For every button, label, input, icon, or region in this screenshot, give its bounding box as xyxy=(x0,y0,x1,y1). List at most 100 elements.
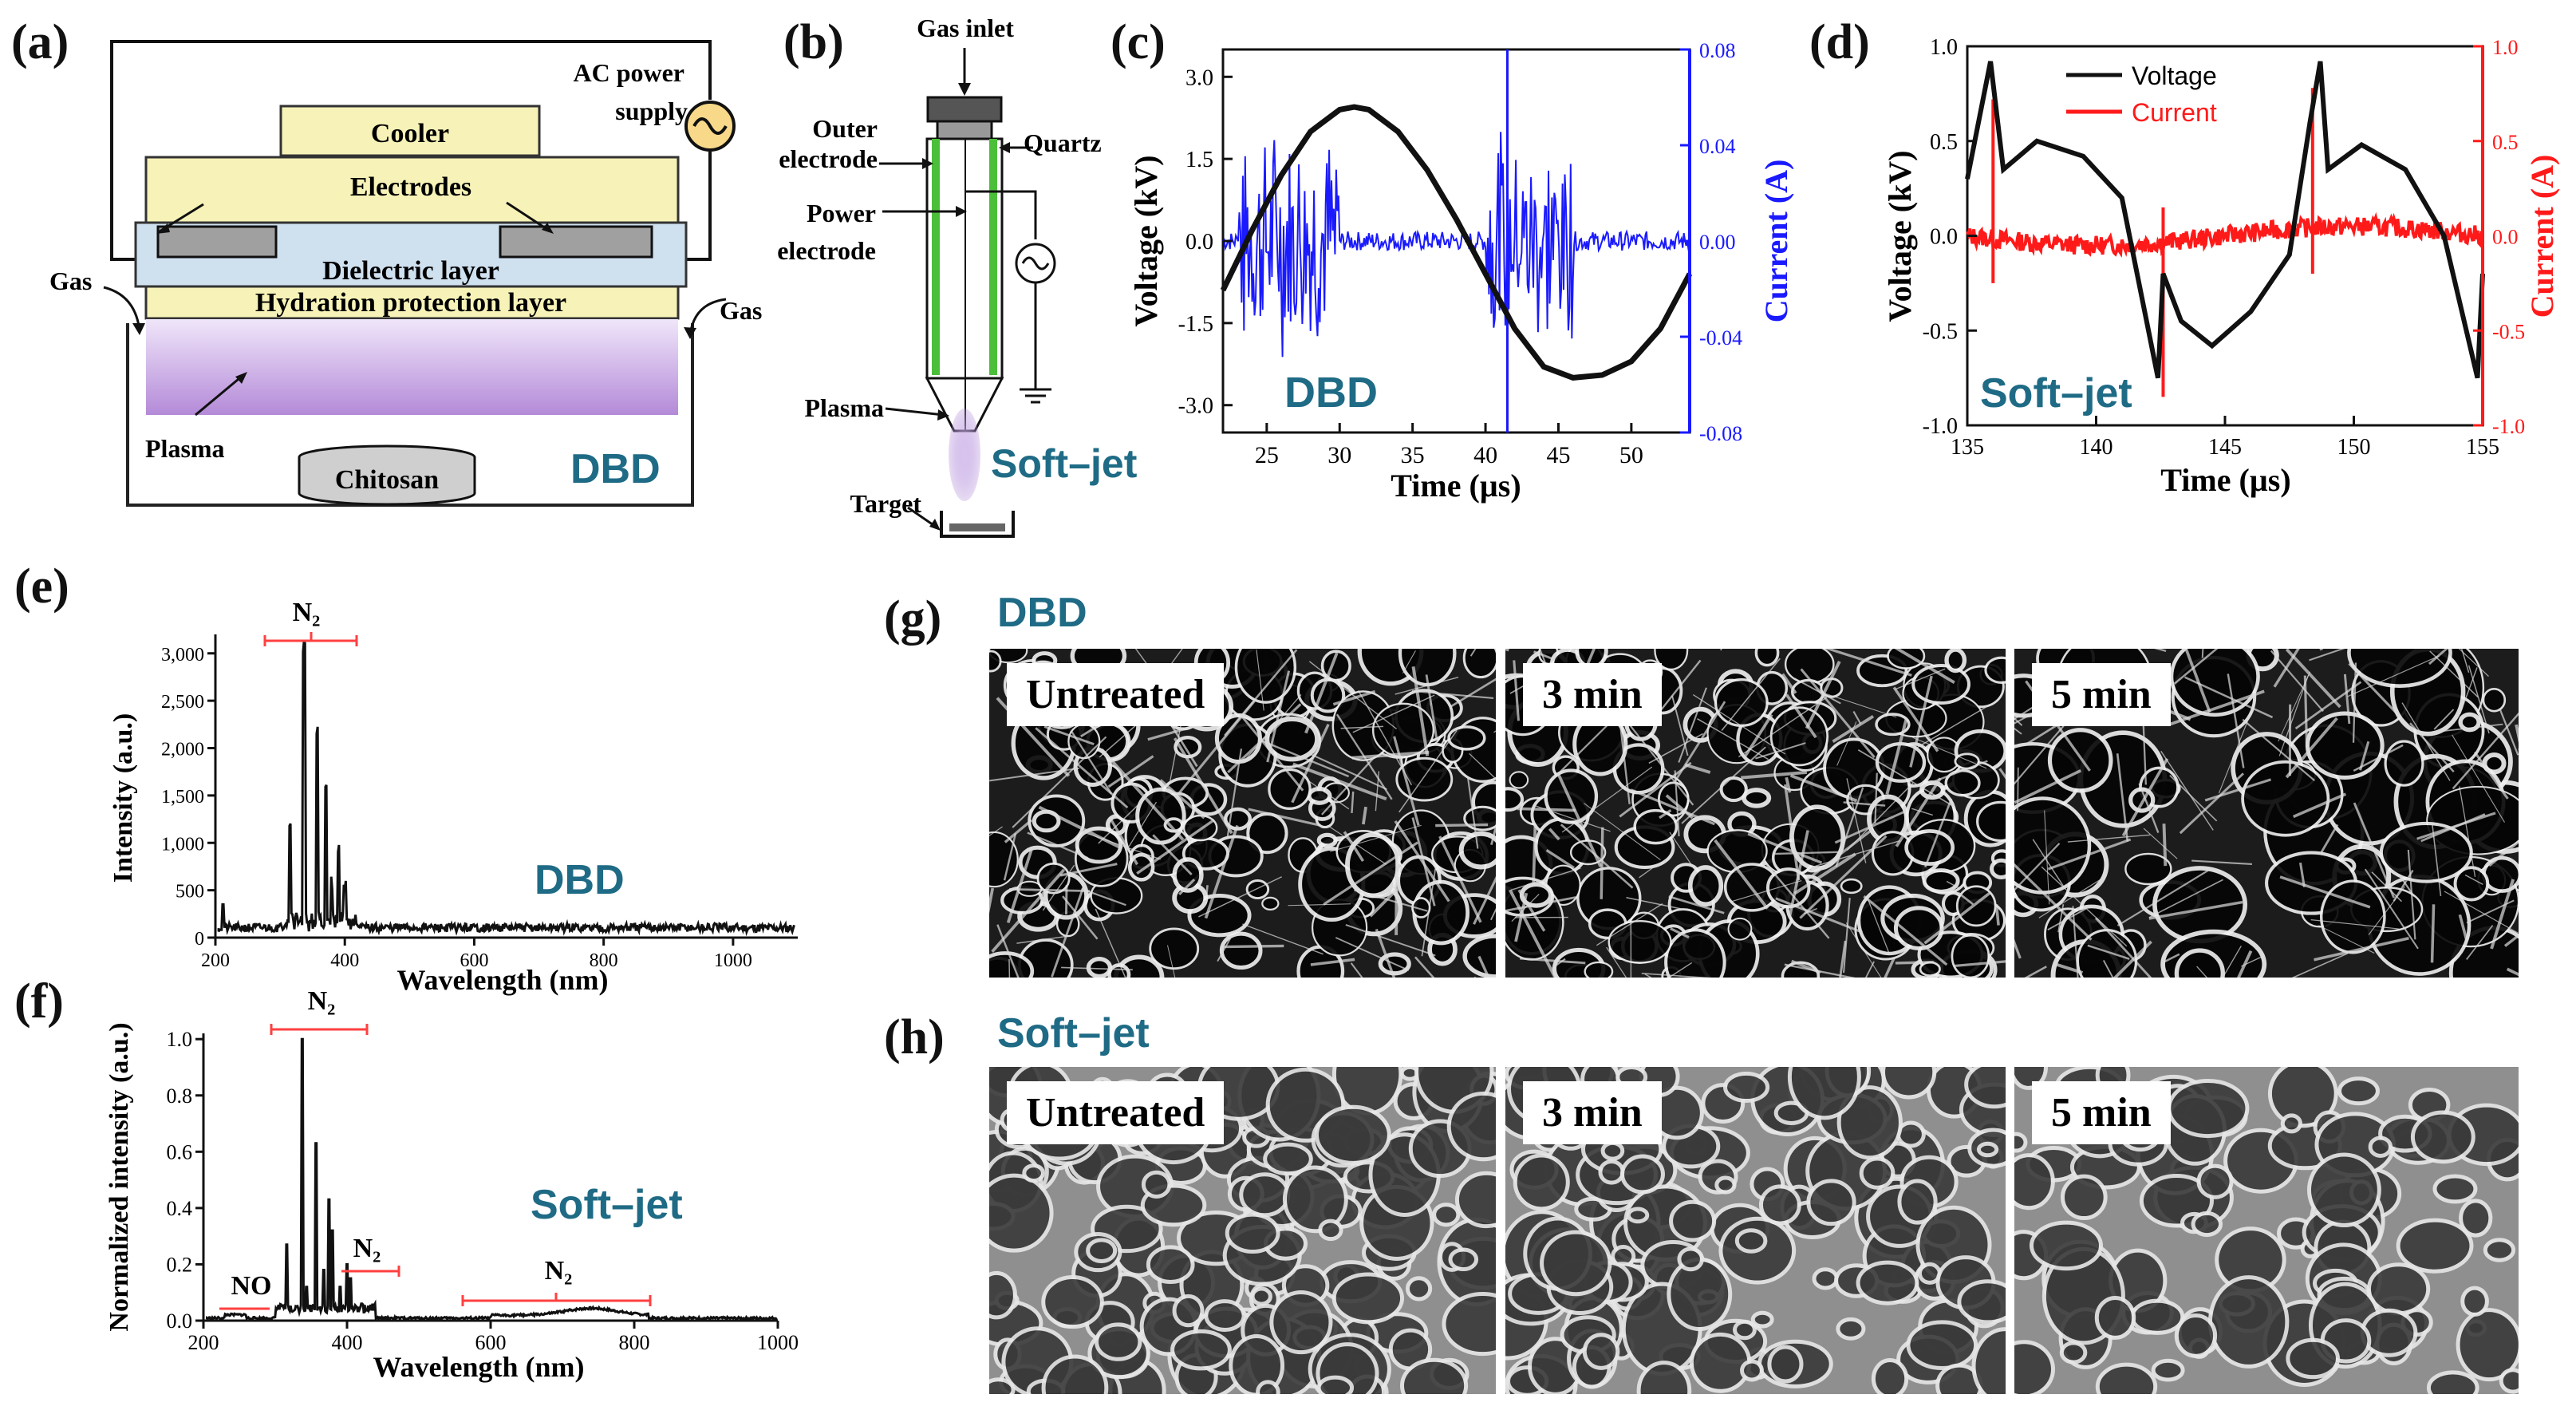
x-tick-label: 200 xyxy=(201,950,230,971)
legend-voltage: Voltage xyxy=(2132,61,2217,90)
plasma-region xyxy=(146,319,678,415)
sem-texture xyxy=(2014,1067,2519,1394)
x-tick-label: 50 xyxy=(1619,442,1643,468)
outer-electrode-label-1: Outer xyxy=(812,114,878,143)
sem-image-label: 3 min xyxy=(1523,663,1662,726)
x-tick-label: 200 xyxy=(188,1331,219,1354)
x-tick-label: 30 xyxy=(1327,442,1351,468)
softjet-tag: Soft–jet xyxy=(1980,370,2132,417)
sem-image: 3 min xyxy=(1505,649,2006,978)
outer-electrode-label-2: electrode xyxy=(779,144,878,173)
voltage-trace xyxy=(1965,61,2485,379)
cooler-label: Cooler xyxy=(371,119,449,148)
chitosan-label: Chitosan xyxy=(335,465,439,495)
sem-texture xyxy=(1505,649,2006,978)
y-tick-label-right: 0.04 xyxy=(1699,135,1736,158)
panel-h-tag: Soft–jet xyxy=(997,1010,1150,1057)
x-tick-label: 35 xyxy=(1401,442,1425,468)
no-label: NO xyxy=(231,1271,272,1301)
current-noise xyxy=(1966,211,2483,258)
sem-texture xyxy=(2014,649,2519,978)
x-tick-label: 600 xyxy=(460,950,488,971)
y-tick-label-right: 0.5 xyxy=(2492,131,2519,154)
x-tick-label: 155 xyxy=(2466,435,2499,460)
y-tick-label: 2,500 xyxy=(161,692,204,713)
softjet-tag: Soft–jet xyxy=(991,441,1138,486)
x-tick-label: 400 xyxy=(330,950,359,971)
x-tick-label: 600 xyxy=(475,1331,507,1354)
x-tick-label: 800 xyxy=(619,1331,650,1354)
n2-mid-label: N₂ xyxy=(353,1234,381,1263)
current-noise xyxy=(1222,132,1690,357)
ac-supply-label-1: AC power xyxy=(573,58,684,87)
x-tick-label: 135 xyxy=(1951,435,1984,460)
y-tick-label: 0.0 xyxy=(167,1309,193,1333)
spectrum-trace xyxy=(206,1037,778,1322)
n2-peak-label: N₂ xyxy=(293,598,321,627)
x-tick-label: 140 xyxy=(2080,435,2113,460)
sem-image: 3 min xyxy=(1505,1067,2006,1394)
panel-label-b: (b) xyxy=(783,15,844,69)
y-tick-label: 1,000 xyxy=(161,834,204,855)
panel-e-dbd-spectrum: 200 400 600 800 1000 3,000 2,500 2,000 1,500 1,00… xyxy=(108,598,798,996)
gas-inlet-label: Gas inlet xyxy=(917,14,1014,42)
panel-f-softjet-spectrum: 200 400 600 800 1000 1.0 0.8 0.6 0.4 0.2 0.0 N₂ N₂… xyxy=(105,986,799,1383)
panel-label-f: (f) xyxy=(14,974,64,1029)
x-tick-label: 25 xyxy=(1255,442,1279,468)
y-tick-label: 0.2 xyxy=(167,1253,193,1276)
y-tick-label-right: 0.08 xyxy=(1699,39,1736,62)
y-tick-label: 2,000 xyxy=(161,740,204,760)
sem-image: 5 min xyxy=(2014,1067,2519,1394)
sem-image-label: 3 min xyxy=(1523,1081,1662,1144)
plasma-label: Plasma xyxy=(145,434,225,463)
dbd-tag: DBD xyxy=(1284,369,1378,417)
ac-supply-label-2: supply xyxy=(615,97,688,125)
x-tick-label: 800 xyxy=(590,950,618,971)
sem-image-label: Untreated xyxy=(1007,663,1225,726)
y-axis-label-right: Current (A) xyxy=(1758,160,1794,323)
panel-label-a: (a) xyxy=(11,15,69,69)
y-tick-label-right: -0.08 xyxy=(1699,422,1742,445)
sem-image-label: Untreated xyxy=(1007,1081,1225,1144)
panel-g-tag: DBD xyxy=(997,590,1087,636)
panel-label-d: (d) xyxy=(1809,15,1870,69)
y-axis-label: Intensity (a.u.) xyxy=(108,713,138,883)
y-axis-label-left: Voltage (kV) xyxy=(1882,150,1918,322)
n2-far-label: N₂ xyxy=(545,1256,573,1286)
x-tick-label: 40 xyxy=(1473,442,1497,468)
sem-image: 5 min xyxy=(2014,649,2519,978)
x-tick-label: 45 xyxy=(1546,442,1570,468)
x-axis-label: Wavelength (nm) xyxy=(373,1351,585,1383)
n2-main-label: N₂ xyxy=(308,986,336,1016)
sem-texture xyxy=(1505,1067,2006,1394)
y-tick-label: 1,500 xyxy=(161,787,204,808)
sem-image-label: 5 min xyxy=(2032,1081,2171,1144)
y-axis-label: Normalized intensity (a.u.) xyxy=(105,1022,134,1331)
voltage-trace xyxy=(1220,104,1693,381)
y-tick-label-left: -0.5 xyxy=(1923,319,1958,344)
dielectric-label: Dielectric layer xyxy=(322,256,499,286)
y-tick-label-left: 3.0 xyxy=(1185,65,1213,90)
hydration-label: Hydration protection layer xyxy=(255,288,566,318)
y-tick-label: 0.8 xyxy=(167,1084,193,1108)
panel-b-softjet-schematic: Gas inlet Outer electrode Quartz Power e… xyxy=(777,14,1138,538)
y-tick-label: 0.6 xyxy=(167,1140,193,1163)
quartz-label: Quartz xyxy=(1024,128,1102,157)
electrode-right xyxy=(499,225,653,259)
gas-right-label: Gas xyxy=(720,296,762,325)
gas-left-label: Gas xyxy=(49,267,92,295)
y-tick-label-right: 0.0 xyxy=(2492,226,2519,249)
y-tick-label: 0 xyxy=(195,929,204,950)
current-trace xyxy=(1966,88,2483,397)
panel-label-c: (c) xyxy=(1110,15,1166,69)
x-tick-label: 400 xyxy=(332,1331,363,1354)
y-axis-label-left: Voltage (kV) xyxy=(1133,155,1164,326)
panel-d-softjet-waveform: 135 140 145 150 155 1.0 1.0 0.5 0.5 0.0 0.0 -0.5 -0.… xyxy=(1882,35,2560,498)
sem-image: Untreated xyxy=(989,1067,1496,1394)
softjet-tag: Soft–jet xyxy=(531,1182,683,1228)
y-tick-label-right: 1.0 xyxy=(2492,36,2519,59)
wire-left xyxy=(110,40,712,261)
y-tick-label-right: 0.00 xyxy=(1699,231,1736,254)
y-tick-label: 1.0 xyxy=(167,1028,193,1051)
cooler-block xyxy=(279,105,541,157)
